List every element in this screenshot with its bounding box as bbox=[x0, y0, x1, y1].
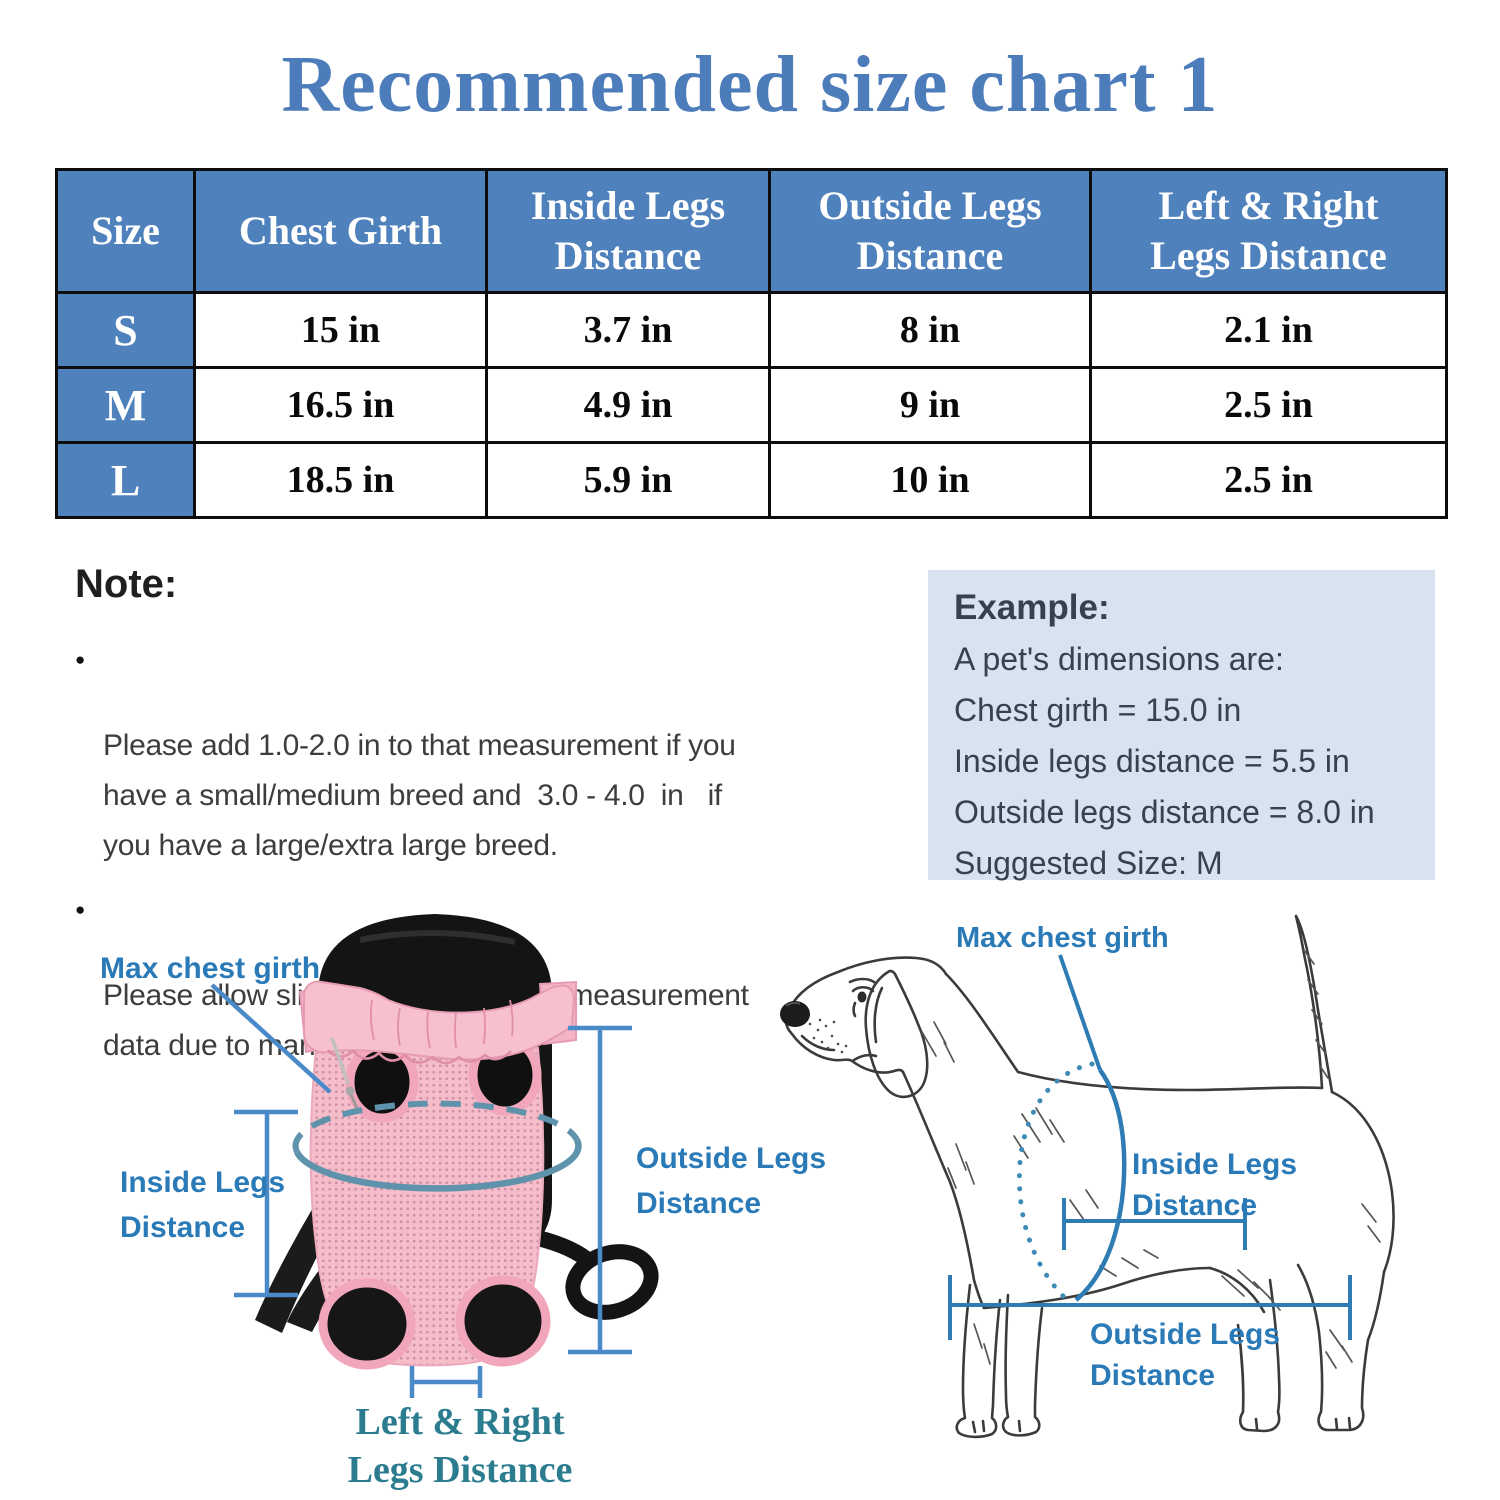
table-cell: 5.9 in bbox=[485, 441, 771, 519]
example-lines: A pet's dimensions are: Chest girth = 15… bbox=[954, 641, 1375, 881]
example-box: Example: A pet's dimensions are: Chest g… bbox=[928, 570, 1435, 881]
header-cell-size: Size bbox=[55, 168, 196, 294]
dog-inside-legs-measure-line bbox=[1062, 1198, 1247, 1250]
carrier-left-right-legs-label: Left & Right Legs Distance bbox=[347, 1401, 573, 1491]
dog-outside-legs-measure-line bbox=[948, 1275, 1352, 1340]
size-table: Size Chest Girth Inside Legs Distance Ou… bbox=[55, 168, 1448, 519]
bullet-icon: ● bbox=[75, 650, 85, 669]
table-row-l: L 18.5 in 5.9 in 10 in 2.5 in bbox=[55, 441, 1448, 519]
dog-max-chest-girth-label: Max chest girth bbox=[956, 922, 1169, 954]
dog-fur-hatching bbox=[921, 949, 1381, 1369]
dog-inside-legs-label: Inside Legs Distance bbox=[1132, 1148, 1298, 1222]
table-cell: 2.1 in bbox=[1089, 291, 1448, 369]
dog-outside-legs-label: Outside Legs Distance bbox=[1090, 1318, 1281, 1392]
example-heading: Example: bbox=[954, 588, 1110, 627]
carrier-max-chest-girth-label: Max chest girth bbox=[100, 952, 321, 985]
table-cell: 10 in bbox=[768, 441, 1092, 519]
dog-face-details bbox=[780, 977, 876, 1054]
dog-girth-overlay bbox=[1016, 954, 1127, 1302]
inside-legs-measure-line bbox=[234, 1109, 298, 1298]
row-label: L bbox=[55, 441, 196, 519]
table-row-s: S 15 in 3.7 in 8 in 2.1 in bbox=[55, 291, 1448, 369]
note-item: ● Please add 1.0-2.0 in to that measurem… bbox=[75, 621, 895, 871]
table-cell: 2.5 in bbox=[1089, 366, 1448, 444]
carrier-measure-lines bbox=[210, 983, 632, 1398]
table-cell: 9 in bbox=[768, 366, 1092, 444]
note-heading: Note: bbox=[75, 562, 178, 606]
page-title: Recommended size chart 1 bbox=[281, 41, 1219, 129]
table-cell: 3.7 in bbox=[485, 291, 771, 369]
dog-measure-lines bbox=[948, 1198, 1352, 1340]
table-cell: 15 in bbox=[193, 291, 488, 369]
header-cell-left-right-legs: Left & Right Legs Distance bbox=[1089, 168, 1448, 294]
left-right-legs-measure-line bbox=[409, 1366, 483, 1398]
table-cell: 2.5 in bbox=[1089, 441, 1448, 519]
dog-illustration bbox=[780, 914, 1395, 1439]
table-cell: 16.5 in bbox=[193, 366, 488, 444]
table-row-m: M 16.5 in 4.9 in 9 in 2.5 in bbox=[55, 366, 1448, 444]
muzzle-stipple bbox=[808, 1018, 848, 1054]
note-item-text: Please add 1.0-2.0 in to that measuremen… bbox=[103, 729, 736, 862]
carrier-ruffle-collar bbox=[298, 980, 577, 1065]
dog-outline bbox=[784, 914, 1395, 1439]
outside-legs-measure-line bbox=[568, 1025, 632, 1355]
carrier-girth-ellipse bbox=[292, 1100, 582, 1192]
header-cell-outside-legs: Outside Legs Distance bbox=[768, 168, 1092, 294]
max-chest-girth-pointer-line bbox=[210, 983, 332, 1094]
header-cell-chest-girth: Chest Girth bbox=[193, 168, 488, 294]
table-cell: 8 in bbox=[768, 291, 1092, 369]
table-cell: 18.5 in bbox=[193, 441, 488, 519]
carrier-zipper bbox=[330, 1037, 359, 1109]
table-cell: 4.9 in bbox=[485, 366, 771, 444]
carrier-outside-legs-label: Outside Legs Distance bbox=[636, 1142, 827, 1220]
table-header-row: Size Chest Girth Inside Legs Distance Ou… bbox=[55, 168, 1448, 294]
row-label: M bbox=[55, 366, 196, 444]
carrier-illustration bbox=[210, 914, 659, 1398]
bullet-icon: ● bbox=[75, 900, 85, 919]
header-cell-inside-legs: Inside Legs Distance bbox=[485, 168, 771, 294]
carrier-lower-leg-holes bbox=[318, 1275, 551, 1370]
row-label: S bbox=[55, 291, 196, 369]
carrier-inside-legs-label: Inside Legs Distance bbox=[120, 1166, 286, 1244]
